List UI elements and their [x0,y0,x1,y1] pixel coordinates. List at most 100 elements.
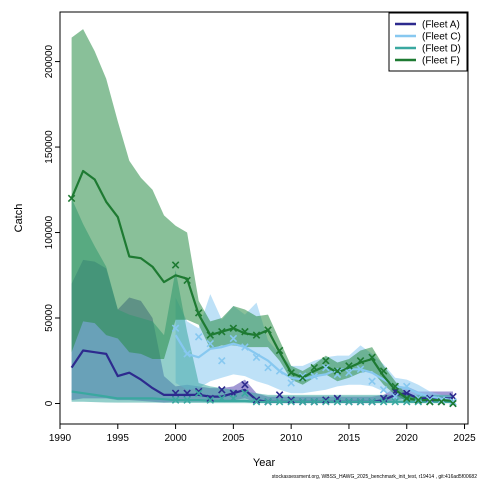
obs-marker-series-3 [426,398,434,406]
y-tick-label: 200000 [44,44,55,78]
obs-marker-series-1 [218,356,226,365]
x-tick-label: 1990 [49,433,72,444]
y-tick-label: 100000 [44,215,55,249]
obs-marker-series-2 [287,398,295,406]
line-series-2 [71,390,453,403]
obs-marker-series-2 [171,396,180,404]
obs-marker-series-3 [345,362,353,370]
obs-marker-series-3 [67,194,76,203]
line-series-3 [70,169,454,402]
obs-marker-series-2 [310,398,319,406]
obs-marker-series-2 [264,398,272,406]
obs-marker-series-1 [356,365,365,374]
obs-marker-series-3 [264,326,272,334]
obs-marker-series-1 [368,377,376,386]
obs-marker-series-1 [264,363,272,372]
obs-marker-series-3 [298,374,307,382]
obs-marker-series-3 [322,356,330,365]
x-tick-label: 2010 [280,433,303,444]
obs-marker-series-1 [437,396,446,404]
obs-marker-series-2 [345,398,353,406]
obs-marker-series-0 [206,394,215,403]
obs-marker-series-3 [379,367,388,375]
obs-marker-series-3 [275,346,284,355]
obs-marker-series-3 [229,324,238,333]
obs-marker-series-2 [218,394,226,403]
plot-area [67,29,457,408]
obs-marker-series-3 [437,398,446,406]
x-axis-title: Year [253,457,276,469]
obs-marker-series-1 [310,372,319,380]
y-tick-label: 0 [44,400,55,406]
x-tick-label: 2020 [396,433,419,444]
x-tick-label: 2025 [453,433,476,444]
obs-marker-series-2 [322,398,330,406]
obs-marker-series-3 [241,327,249,336]
band-series-3 [71,29,453,403]
obs-marker-series-1 [402,382,411,391]
obs-marker-series-2 [298,398,307,406]
obs-marker-series-3 [414,396,423,404]
obs-marker-series-2 [333,398,342,406]
obs-marker-series-2 [368,398,376,406]
obs-marker-series-3 [449,399,457,408]
footnote: stockassessment.org, WBSS_HAWG_2025_benc… [272,474,477,480]
obs-marker-series-0 [183,389,191,397]
obs-marker-series-1 [183,350,191,358]
obs-marker-series-2 [183,396,191,404]
x-tick-label: 1995 [107,433,130,444]
obs-marker-series-2 [379,398,388,406]
obs-marker-series-1 [298,372,307,380]
obs-marker-series-1 [229,334,238,343]
obs-marker-series-2 [414,398,423,406]
band-series-2 [71,198,453,404]
x-tick-label: 2000 [164,433,187,444]
obs-marker-series-3 [402,394,411,403]
y-tick-label: 50000 [44,304,55,332]
obs-marker-series-1 [449,398,457,406]
legend-label: (Fleet D) [422,44,461,55]
obs-marker-series-1 [379,386,388,394]
x-tick-label: 2005 [222,433,245,444]
obs-marker-series-3 [368,353,376,362]
obs-marker-series-3 [310,363,319,372]
obs-marker-series-3 [252,331,261,339]
obs-marker-series-3 [206,331,215,339]
obs-marker-series-3 [183,276,191,285]
obs-marker-series-0 [218,386,226,394]
y-axis: 0 50000 100000 150000 200000 [44,44,60,406]
obs-marker-series-0 [287,396,295,404]
obs-marker-series-1 [287,379,295,387]
y-axis-title: Catch [13,204,25,233]
obs-marker-series-2 [194,389,203,397]
plot-frame [59,11,469,425]
obs-marker-series-3 [194,309,203,317]
obs-marker-series-3 [333,367,342,375]
x-tick-label: 2015 [338,433,361,444]
legend: (Fleet A)(Fleet C)(Fleet D)(Fleet F) [388,12,468,72]
obs-marker-series-0 [275,391,284,399]
obs-marker-series-0 [241,380,249,389]
obs-marker-series-0 [322,396,330,404]
obs-marker-series-2 [229,394,238,403]
obs-marker-series-1 [345,368,353,377]
obs-marker-series-1 [171,324,180,333]
obs-marker-series-3 [218,327,226,336]
obs-marker-series-0 [252,396,261,404]
obs-marker-series-2 [241,389,249,397]
obs-marker-series-1 [275,367,284,375]
obs-marker-series-2 [252,398,261,406]
obs-marker-series-1 [241,343,249,351]
x-axis: 1990 1995 2000 2005 2010 2015 2020 2025 [49,424,476,444]
obs-marker-series-3 [287,368,295,377]
obs-marker-series-3 [356,356,365,365]
y-tick-label: 150000 [44,130,55,164]
obs-marker-series-0 [194,387,203,396]
legend-label: (Fleet C) [422,32,461,43]
legend-box [388,12,468,72]
legend-label: (Fleet F) [422,56,460,67]
obs-marker-series-3 [391,382,399,391]
obs-marker-series-1 [252,353,261,362]
obs-marker-series-2 [275,398,284,406]
obs-marker-series-0 [171,389,180,397]
